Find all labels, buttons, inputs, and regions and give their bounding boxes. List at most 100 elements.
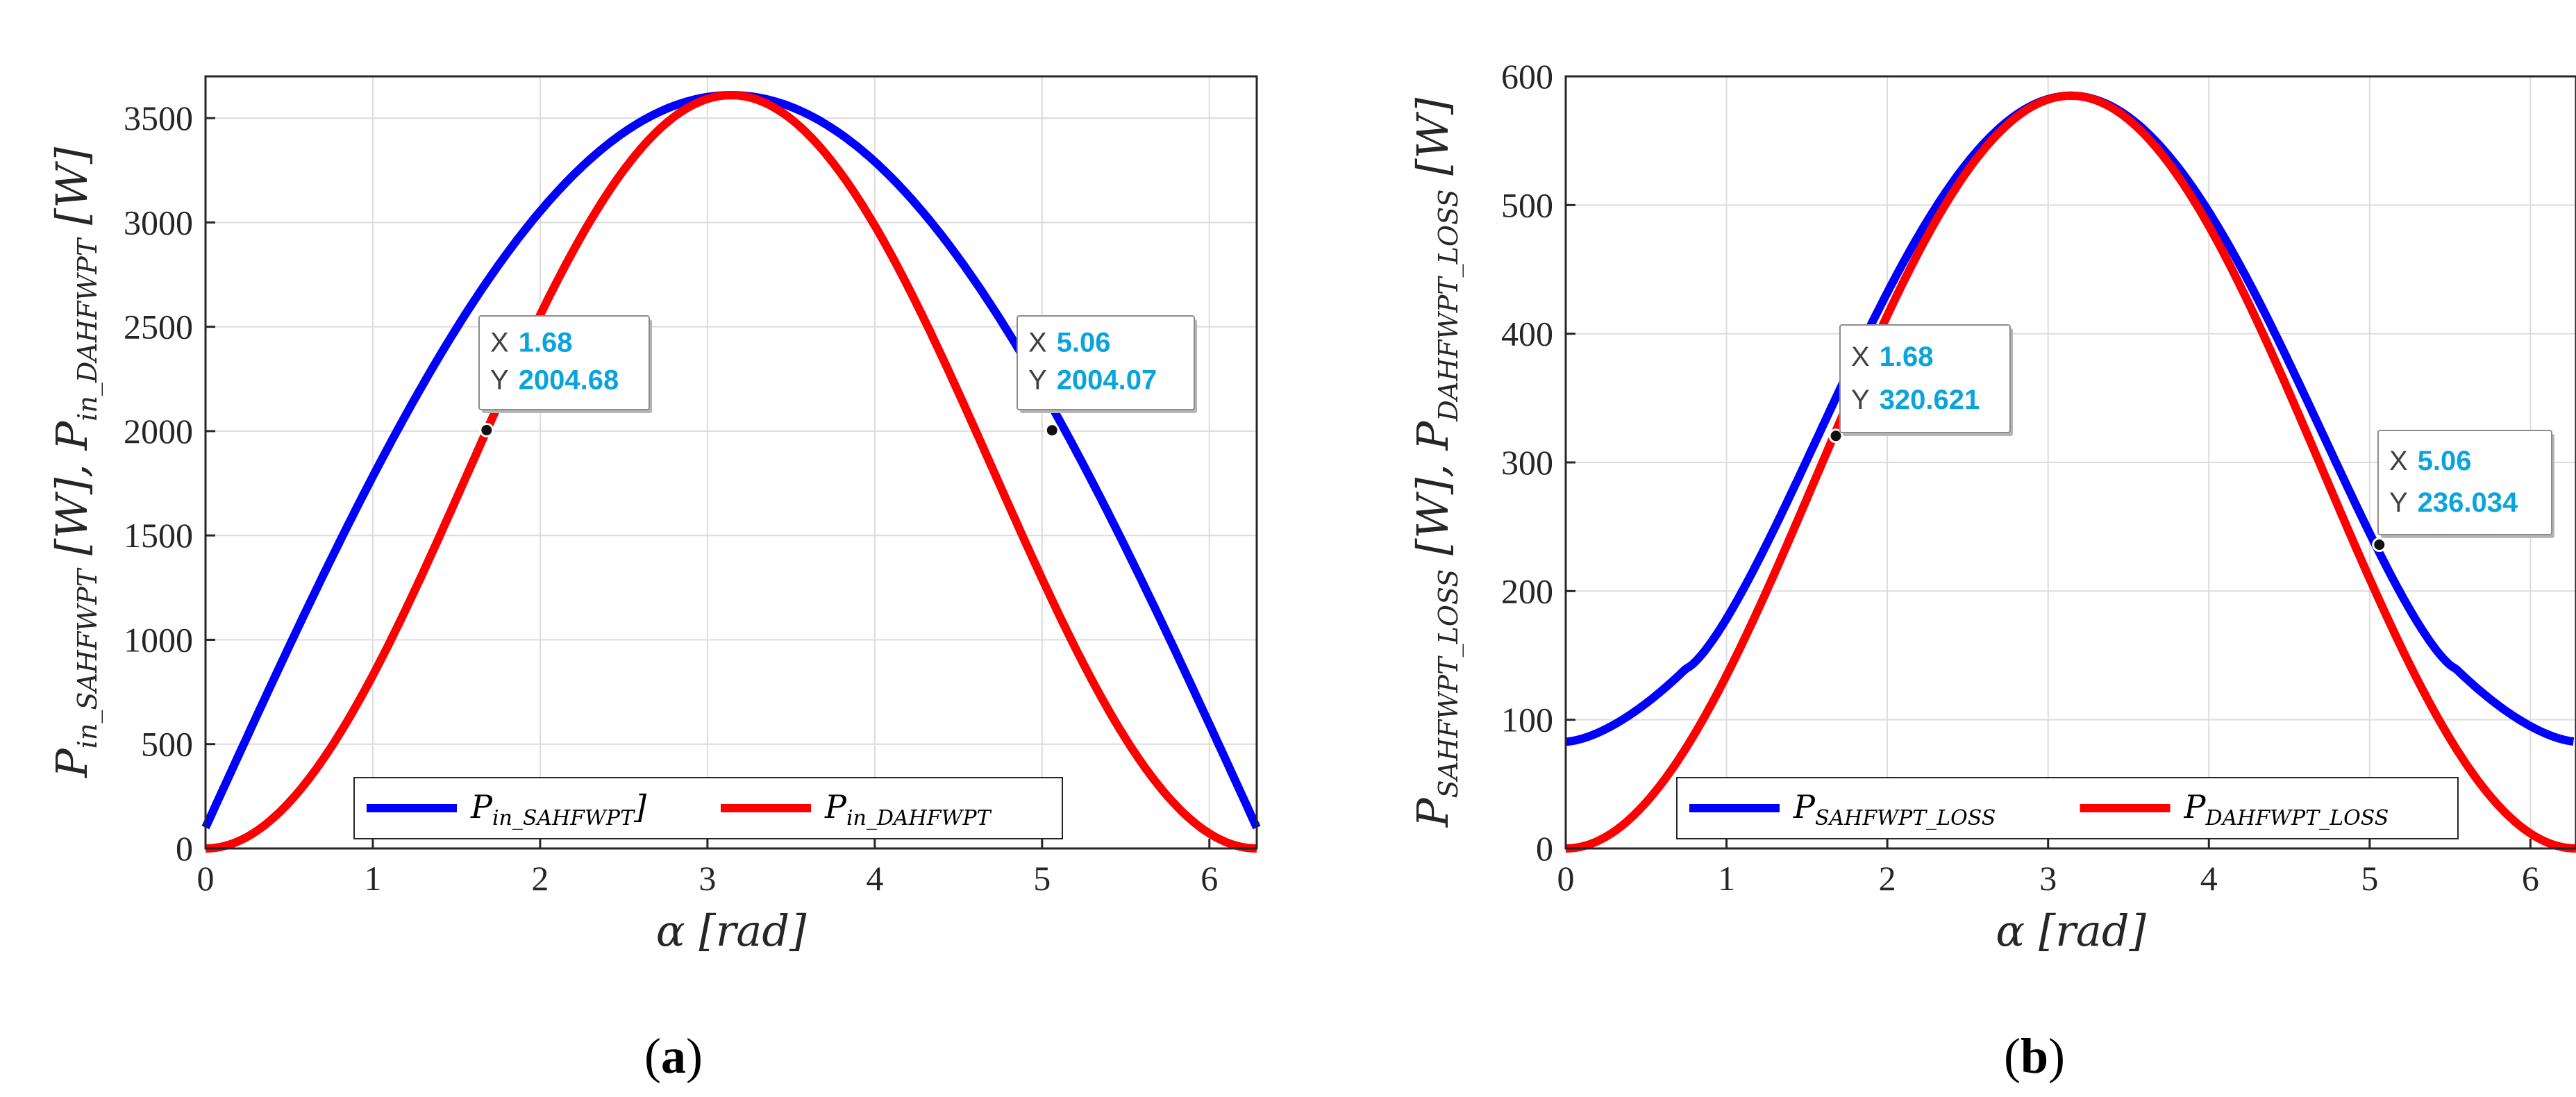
datatip-box [1839, 324, 2011, 433]
x-tick-label: 4 [866, 859, 883, 898]
series-line-dahfwpt_loss [1564, 91, 2576, 853]
y-axis-label-sub-1: SAHFWPT_LOSS [1433, 569, 1464, 798]
y-axis-label-sub-2: in_DAHFWPT [72, 237, 103, 421]
datatip-x-value: 1.68 [1880, 342, 1934, 372]
x-axis-label-var: α [656, 905, 685, 956]
x-tick-label: 6 [1201, 859, 1218, 898]
datatip-y-value: 2004.07 [1057, 365, 1157, 395]
datatip-x-row: X 5.06 [1028, 327, 1111, 358]
y-tick-label: 400 [1501, 315, 1553, 353]
y-axis-label: Pin_SAHFWPT [W], Pin_DAHFWPT [W] [47, 146, 103, 778]
datatip-y-row: Y 320.621 [1851, 385, 1980, 415]
y-axis-label-var-2: P [1407, 421, 1458, 451]
y-axis-label-unit-2: [W] [1407, 97, 1458, 190]
datatip-x-key: X [2389, 446, 2408, 476]
datatip-x-value: 1.68 [519, 327, 573, 358]
y-tick-label: 300 [1501, 443, 1553, 482]
y-axis-label: PSAHFWPT_LOSS [W], PDAHFWPT_LOSS [W] [1407, 97, 1464, 828]
chart-panel-a: 0 1 2 3 4 5 6 0 500 1000 1500 2000 2500 3000 3500 α [rad… [47, 75, 1261, 1084]
legend-entry-dahfwpt: Pin_DAHFWPT [824, 788, 992, 830]
datatip-y-key: Y [1851, 385, 1870, 415]
x-tick-label: 1 [1718, 859, 1735, 898]
panel-caption-letter: a [661, 1028, 686, 1084]
legend-entry-sub: in_SAHFWPT [492, 806, 635, 830]
x-tick-label: 6 [2522, 859, 2539, 898]
datatip-box [1017, 315, 1195, 410]
panel-caption: (b) [2004, 1028, 2065, 1084]
legend: Pin_SAHFWPT] Pin_DAHFWPT [353, 777, 1063, 839]
legend: PSAHFWPT_LOSS PDAHFWPT_LOSS [1676, 777, 2459, 839]
series-line-dahfwpt [203, 91, 1259, 853]
datatip-marker [1828, 428, 1843, 444]
legend-entry-sahfwpt: Pin_SAHFWPT] [470, 788, 646, 830]
datatip-marker [479, 423, 494, 438]
x-tick-label: 2 [531, 859, 549, 898]
x-axis-label-var: α [1996, 905, 2025, 956]
axes-box [204, 75, 1258, 850]
y-tick-label: 3000 [124, 203, 193, 242]
legend-entry-var: P [2184, 788, 2207, 826]
panel-caption-close: ) [2048, 1028, 2065, 1084]
legend-box [353, 777, 1063, 839]
y-tick-label: 0 [1536, 829, 1553, 868]
x-tick-label: 2 [1879, 859, 1896, 898]
y-tick-label: 200 [1501, 571, 1553, 610]
legend-entry-sub: DAHFWPT_LOSS [2205, 806, 2389, 830]
datatip-x-key: X [490, 327, 509, 358]
x-tick-label: 0 [197, 859, 215, 898]
datatip-y-row: Y 236.034 [2389, 487, 2518, 518]
datatip-box [478, 315, 650, 410]
datatip-y-row: Y 2004.07 [1028, 365, 1157, 395]
legend-entry-tail: ] [633, 788, 646, 826]
datatip-y-value: 320.621 [1880, 385, 1980, 415]
panel-caption-open: ( [2004, 1028, 2021, 1084]
legend-entry-sub: in_DAHFWPT [846, 806, 992, 830]
y-axis-label-sub-2: DAHFWPT_LOSS [1433, 190, 1464, 422]
y-tick-label: 1500 [124, 516, 193, 555]
legend-entry-sahfwpt_loss: PSAHFWPT_LOSS [1793, 788, 1996, 830]
datatip: X 5.06 Y 236.034 [2372, 430, 2554, 553]
legend-entry-sub: SAHFWPT_LOSS [1815, 806, 1996, 830]
datatip-x-key: X [1851, 342, 1870, 372]
datatip-marker [1044, 423, 1060, 438]
datatip-x-row: X 1.68 [1851, 342, 1934, 372]
y-tick-label: 1000 [124, 620, 193, 659]
datatip: X 5.06 Y 2004.07 [1017, 315, 1197, 438]
datatip: X 1.68 Y 2004.68 [478, 315, 652, 438]
datatip-x-row: X 1.68 [490, 327, 573, 358]
datatip-y-value: 236.034 [2418, 487, 2518, 518]
x-tick-label: 5 [2361, 859, 2378, 898]
panel-caption-letter: b [2021, 1028, 2048, 1084]
legend-entry-var: P [824, 788, 847, 826]
y-axis-label-unit-1: [W], [47, 451, 97, 569]
y-tick-label: 100 [1501, 701, 1553, 739]
datatip-y-value: 2004.68 [519, 365, 619, 395]
panel-caption: (a) [644, 1028, 703, 1084]
y-tick-label: 2500 [124, 308, 193, 346]
x-axis-label-unit: [rad] [2039, 905, 2146, 956]
y-tick-label: 3500 [124, 99, 193, 137]
panel-caption-close: ) [686, 1028, 703, 1084]
legend-box [1676, 777, 2459, 839]
x-tick-label: 3 [699, 859, 716, 898]
y-axis-label-unit-2: [W] [47, 146, 97, 239]
datatip-x-key: X [1028, 327, 1047, 358]
datatip-y-key: Y [1028, 365, 1047, 395]
datatip-x-value: 5.06 [1057, 327, 1111, 358]
x-axis-label-unit: [rad] [699, 905, 807, 956]
x-axis-label: α [rad] [1996, 905, 2146, 956]
datatip-x-row: X 5.06 [2389, 446, 2472, 476]
x-tick-label: 1 [364, 859, 381, 898]
datatip-marker [2372, 537, 2387, 553]
y-tick-label: 600 [1501, 57, 1553, 96]
plot-area [206, 76, 1257, 848]
x-tick-label: 0 [1557, 859, 1575, 898]
y-axis-label-sub-1: in_SAHFWPT [72, 567, 103, 748]
x-tick-label: 5 [1033, 859, 1051, 898]
datatip-box [2377, 430, 2552, 535]
y-tick-label: 2000 [124, 412, 193, 451]
datatip-x-value: 5.06 [2418, 446, 2472, 476]
y-axis-label-var-1: P [1407, 797, 1458, 828]
